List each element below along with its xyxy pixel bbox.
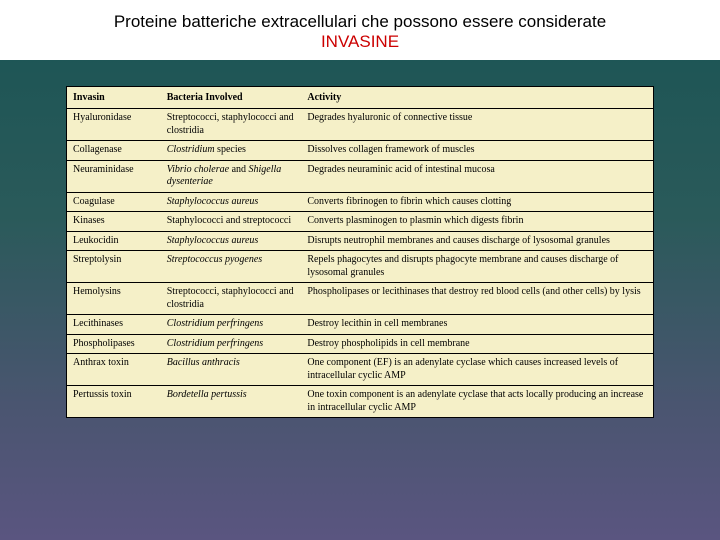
invasins-table: Invasin Bacteria Involved Activity Hyalu… [67,87,653,417]
invasins-table-wrap: Invasin Bacteria Involved Activity Hyalu… [66,86,654,418]
cell-activity: Disrupts neutrophil membranes and causes… [301,231,653,251]
table-row: Anthrax toxinBacillus anthracisOne compo… [67,354,653,386]
cell-activity: Phospholipases or lecithinases that dest… [301,283,653,315]
cell-activity: Converts plasminogen to plasmin which di… [301,212,653,232]
cell-activity: Degrades hyaluronic of connective tissue [301,109,653,141]
table-row: Pertussis toxinBordetella pertussisOne t… [67,386,653,418]
cell-bacteria: Clostridium perfringens [161,334,302,354]
table-row: StreptolysinStreptococcus pyogenesRepels… [67,251,653,283]
table-row: LecithinasesClostridium perfringensDestr… [67,315,653,335]
col-invasin: Invasin [67,87,161,109]
table-row: HyaluronidaseStreptococci, staphylococci… [67,109,653,141]
cell-invasin: Phospholipases [67,334,161,354]
cell-activity: One component (EF) is an adenylate cycla… [301,354,653,386]
table-row: NeuraminidaseVibrio cholerae and Shigell… [67,160,653,192]
cell-bacteria: Staphylococcus aureus [161,231,302,251]
cell-bacteria: Vibrio cholerae and Shigella dysenteriae [161,160,302,192]
cell-invasin: Hemolysins [67,283,161,315]
cell-invasin: Streptolysin [67,251,161,283]
cell-invasin: Anthrax toxin [67,354,161,386]
cell-bacteria: Bordetella pertussis [161,386,302,418]
gap [0,60,720,86]
cell-invasin: Leukocidin [67,231,161,251]
cell-activity: One toxin component is an adenylate cycl… [301,386,653,418]
cell-invasin: Coagulase [67,192,161,212]
title-line2: INVASINE [321,32,399,51]
table-row: CoagulaseStaphylococcus aureusConverts f… [67,192,653,212]
cell-activity: Destroy phospholipids in cell membrane [301,334,653,354]
cell-invasin: Collagenase [67,141,161,161]
title-area: Proteine batteriche extracellulari che p… [0,0,720,60]
cell-activity: Degrades neuraminic acid of intestinal m… [301,160,653,192]
cell-activity: Destroy lecithin in cell membranes [301,315,653,335]
cell-invasin: Lecithinases [67,315,161,335]
cell-invasin: Hyaluronidase [67,109,161,141]
cell-invasin: Kinases [67,212,161,232]
cell-bacteria: Streptococci, staphylococci and clostrid… [161,109,302,141]
table-row: CollagenaseClostridium speciesDissolves … [67,141,653,161]
table-row: KinasesStaphylococci and streptococciCon… [67,212,653,232]
title-line1: Proteine batteriche extracellulari che p… [114,12,606,31]
cell-bacteria: Staphylococcus aureus [161,192,302,212]
cell-activity: Converts fibrinogen to fibrin which caus… [301,192,653,212]
table-row: HemolysinsStreptococci, staphylococci an… [67,283,653,315]
col-bacteria: Bacteria Involved [161,87,302,109]
table-row: LeukocidinStaphylococcus aureusDisrupts … [67,231,653,251]
cell-activity: Dissolves collagen framework of muscles [301,141,653,161]
cell-invasin: Neuraminidase [67,160,161,192]
cell-bacteria: Clostridium species [161,141,302,161]
cell-bacteria: Streptococci, staphylococci and clostrid… [161,283,302,315]
table-body: HyaluronidaseStreptococci, staphylococci… [67,109,653,418]
cell-activity: Repels phagocytes and disrupts phagocyte… [301,251,653,283]
cell-bacteria: Staphylococci and streptococci [161,212,302,232]
cell-bacteria: Bacillus anthracis [161,354,302,386]
cell-invasin: Pertussis toxin [67,386,161,418]
cell-bacteria: Streptococcus pyogenes [161,251,302,283]
table-row: PhospholipasesClostridium perfringensDes… [67,334,653,354]
cell-bacteria: Clostridium perfringens [161,315,302,335]
col-activity: Activity [301,87,653,109]
table-header-row: Invasin Bacteria Involved Activity [67,87,653,109]
